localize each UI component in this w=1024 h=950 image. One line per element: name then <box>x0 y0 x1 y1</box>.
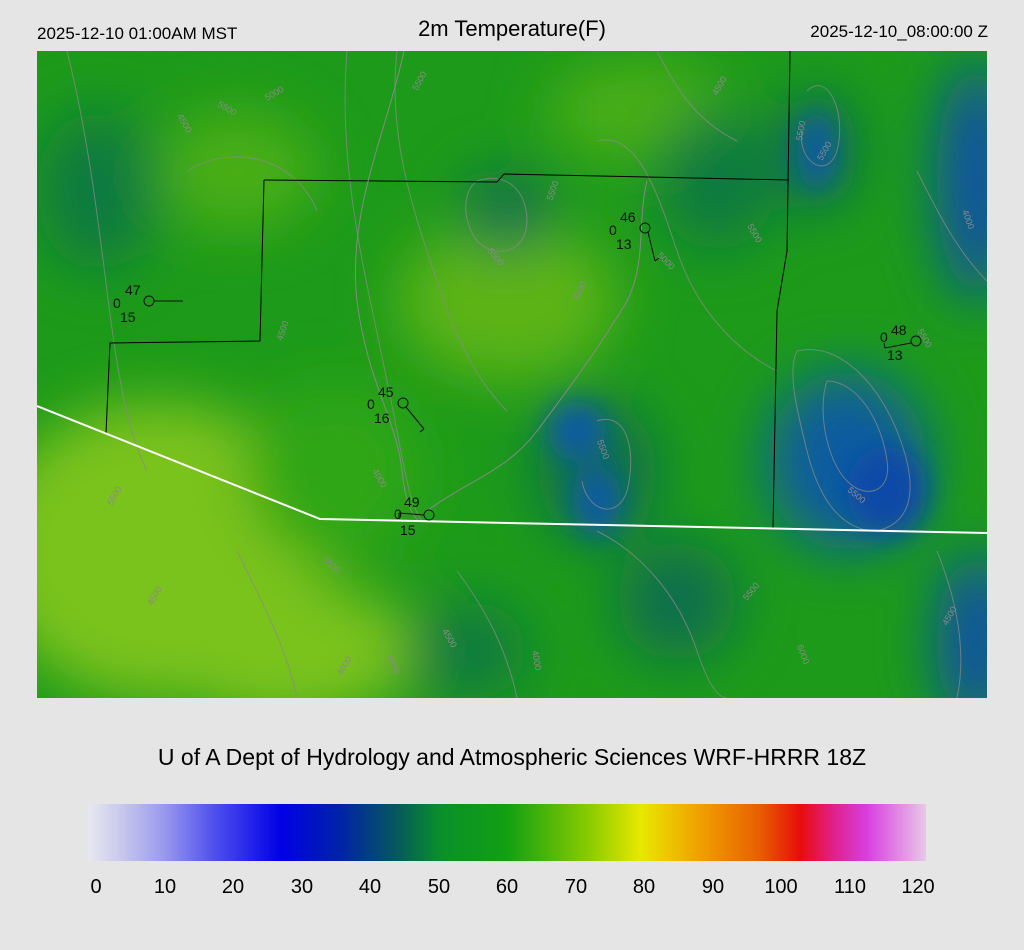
colorbar-tick: 120 <box>901 876 935 898</box>
station-4: 45 0 16 <box>367 384 425 433</box>
station-dewpoint: 16 <box>374 410 390 426</box>
temperature-field <box>37 51 987 698</box>
station-visibility: 0 <box>609 222 617 238</box>
station-visibility: 0 <box>113 295 121 311</box>
valid-time-local: 2025-12-10 01:00AM MST <box>37 24 238 43</box>
colorbar-tick: 10 <box>153 876 177 898</box>
temperature-map: 5500 5500 5500 5000 4500 5500 4500 5500 … <box>37 51 987 698</box>
station-5: 49 0 15 <box>394 494 435 538</box>
colorbar-tick: 110 <box>834 876 866 898</box>
colorbar-tick: 20 <box>221 876 245 898</box>
contour-label: 5500 <box>794 120 807 141</box>
station-dewpoint: 13 <box>616 236 632 252</box>
station-dewpoint: 13 <box>887 347 903 363</box>
station-temp: 47 <box>125 282 141 298</box>
colorbar-tick: 0 <box>90 876 102 898</box>
contour-label: 4000 <box>530 650 543 671</box>
valid-time-utc: 2025-12-10_08:00:00 Z <box>810 22 988 41</box>
map-svg: 5500 5500 5500 5000 4500 5500 4500 5500 … <box>37 51 987 698</box>
county-border-west <box>105 179 265 434</box>
terrain-contours <box>66 51 987 698</box>
colorbar-tick: 100 <box>764 876 798 898</box>
station-2: 46 0 13 <box>609 209 660 262</box>
county-border-north <box>263 173 790 183</box>
station-temp: 49 <box>404 494 420 510</box>
county-borders <box>105 51 791 530</box>
station-1: 47 0 15 <box>113 282 183 325</box>
station-3: 48 0 13 <box>880 322 922 363</box>
model-credit: U of A Dept of Hydrology and Atmospheric… <box>157 744 867 770</box>
station-visibility: 0 <box>880 329 888 345</box>
temperature-colorbar <box>88 804 926 861</box>
station-temp: 45 <box>378 384 394 400</box>
station-dewpoint: 15 <box>120 309 136 325</box>
international-border <box>37 405 987 534</box>
station-visibility: 0 <box>367 396 375 412</box>
colorbar-tick: 70 <box>564 876 588 898</box>
station-dewpoint: 15 <box>400 522 416 538</box>
county-border-east <box>772 51 791 530</box>
colorbar-tick: 60 <box>495 876 519 898</box>
colorbar-ticks: 0 10 20 30 40 50 60 70 80 90 100 110 120 <box>0 876 1024 902</box>
colorbar-tick: 80 <box>632 876 656 898</box>
station-temp: 48 <box>891 322 907 338</box>
colorbar-tick: 40 <box>358 876 382 898</box>
station-visibility: 0 <box>394 506 402 522</box>
station-temp: 46 <box>620 209 636 225</box>
colorbar-tick: 50 <box>427 876 451 898</box>
colorbar-tick: 30 <box>290 876 314 898</box>
colorbar-tick: 90 <box>701 876 725 898</box>
map-title: 2m Temperature(F) <box>418 16 606 41</box>
river-lines <box>354 51 648 522</box>
